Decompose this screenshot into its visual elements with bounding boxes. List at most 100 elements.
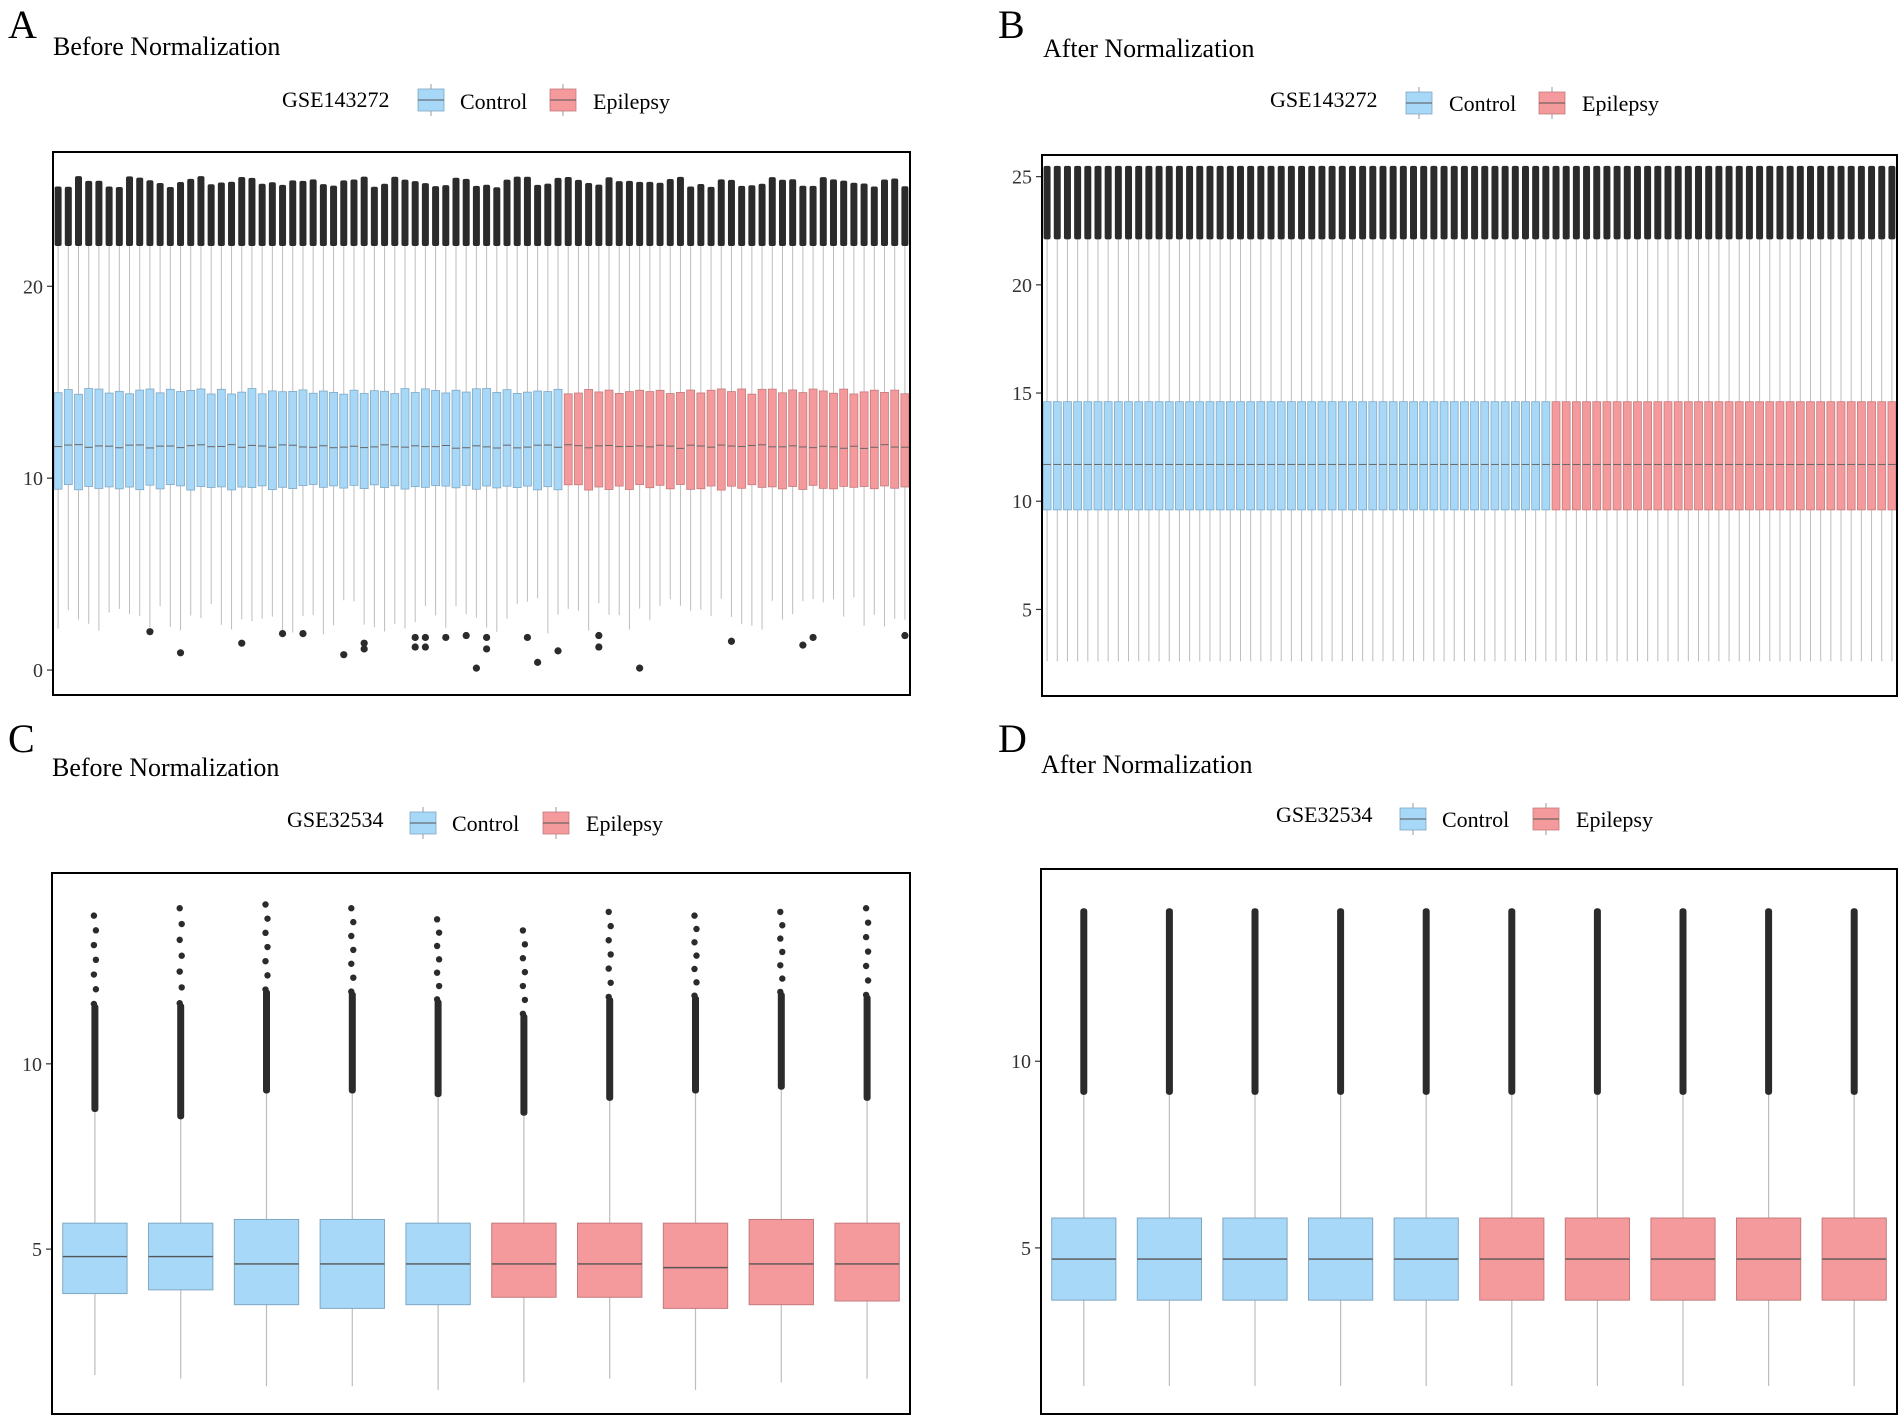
- outlier-cluster: [360, 176, 368, 247]
- outlier-cluster: [75, 176, 83, 247]
- iqr-box: [1246, 401, 1256, 511]
- iqr-box: [1398, 401, 1408, 511]
- iqr-box: [359, 393, 369, 490]
- outlier-point: [521, 968, 529, 976]
- iqr-box: [125, 393, 134, 488]
- outlier-column: [606, 996, 614, 1101]
- epilepsy-sample-box: [1821, 908, 1887, 1387]
- control-sample-box: [1419, 165, 1429, 662]
- epilepsy-sample-box: [834, 905, 900, 1379]
- outlier-cluster: [1674, 165, 1682, 240]
- outlier-cluster: [1450, 165, 1458, 240]
- panel-a-title: Before Normalization: [53, 32, 280, 61]
- outlier-point: [92, 986, 100, 993]
- outlier-point: [90, 1000, 98, 1008]
- control-sample-box: [1388, 165, 1398, 662]
- outlier-point: [521, 941, 529, 948]
- low-outlier-point: [421, 643, 429, 651]
- outlier-cluster: [1705, 165, 1713, 240]
- outlier-cluster: [534, 184, 542, 247]
- epilepsy-sample-box: [1745, 165, 1754, 662]
- iqr-box: [1337, 401, 1347, 511]
- outlier-cluster: [1521, 165, 1529, 240]
- epilepsy-sample-box: [665, 179, 675, 600]
- outlier-point: [693, 952, 700, 959]
- outlier-cluster: [1135, 165, 1143, 240]
- iqr-box: [577, 1222, 643, 1298]
- outlier-point: [691, 965, 698, 973]
- low-outlier-point: [799, 641, 807, 649]
- panel-c-ytick-label: 10: [22, 1054, 42, 1076]
- epilepsy-sample-box: [1826, 165, 1836, 662]
- iqr-box: [288, 390, 298, 489]
- panel-b-ytick-label: 10: [1012, 491, 1032, 513]
- control-sample-box: [104, 186, 114, 613]
- iqr-box: [665, 393, 675, 490]
- iqr-box: [696, 392, 706, 490]
- outlier-cluster: [1501, 165, 1509, 240]
- epilepsy-sample-box: [1694, 165, 1703, 662]
- outlier-point: [862, 991, 870, 999]
- iqr-box: [1052, 401, 1062, 511]
- outlier-point: [264, 915, 271, 922]
- iqr-box: [380, 390, 389, 488]
- panel-c-legend-label-control: Control: [452, 811, 519, 836]
- outlier-point: [605, 965, 612, 972]
- iqr-box: [1409, 401, 1418, 511]
- iqr-box: [1348, 401, 1357, 511]
- iqr-box: [727, 391, 736, 487]
- low-outlier-point: [523, 633, 532, 642]
- epilepsy-sample-box: [1867, 165, 1876, 662]
- iqr-box: [1449, 401, 1459, 511]
- iqr-box: [1276, 401, 1286, 511]
- control-sample-box: [1103, 165, 1113, 662]
- outlier-cluster: [330, 185, 338, 247]
- outlier-point: [864, 977, 872, 984]
- iqr-box: [778, 392, 787, 490]
- control-sample-box: [1144, 165, 1154, 662]
- control-sample-box: [1287, 165, 1296, 662]
- outlier-point: [605, 908, 612, 916]
- outlier-cluster: [1226, 165, 1234, 240]
- iqr-box: [267, 390, 277, 491]
- iqr-box: [1572, 401, 1581, 511]
- iqr-box: [645, 391, 655, 489]
- iqr-box: [1724, 401, 1734, 511]
- outlier-column: [348, 991, 356, 1094]
- panel-b-ytick-label: 15: [1012, 383, 1032, 405]
- iqr-box: [104, 392, 114, 488]
- control-sample-box: [1063, 165, 1072, 662]
- epilepsy-sample-box: [1704, 165, 1714, 662]
- outlier-cluster: [258, 183, 266, 247]
- outlier-cluster: [340, 180, 348, 247]
- epilepsy-sample-box: [869, 186, 879, 615]
- outlier-cluster: [1623, 165, 1631, 240]
- iqr-box: [1266, 401, 1276, 511]
- low-outlier-point: [462, 631, 470, 640]
- outlier-cluster: [636, 181, 644, 247]
- control-sample-box: [359, 176, 369, 625]
- iqr-box: [1857, 401, 1866, 511]
- outlier-cluster: [105, 186, 113, 247]
- outlier-column: [1251, 908, 1259, 1095]
- iqr-box: [1633, 401, 1642, 511]
- outlier-point: [435, 956, 443, 963]
- outlier-point: [519, 1010, 527, 1018]
- low-outlier-point: [534, 658, 542, 666]
- outlier-cluster: [1114, 165, 1122, 240]
- outlier-point: [779, 948, 786, 956]
- outlier-cluster: [177, 182, 185, 247]
- iqr-box: [349, 389, 359, 486]
- panel-d-ytick-label: 10: [1011, 1051, 1031, 1073]
- outlier-cluster: [1593, 165, 1601, 240]
- panel-c-frame: [51, 872, 911, 1415]
- outlier-point: [264, 972, 271, 979]
- iqr-box: [410, 392, 420, 488]
- outlier-cluster: [523, 176, 531, 247]
- iqr-box: [1460, 401, 1469, 511]
- iqr-box: [62, 1222, 128, 1295]
- panel-c-ytick-label: 5: [32, 1239, 42, 1261]
- outlier-cluster: [1654, 165, 1662, 240]
- panel-a-y-axis: 0 10 20: [23, 276, 53, 682]
- control-sample-box: [1175, 165, 1184, 662]
